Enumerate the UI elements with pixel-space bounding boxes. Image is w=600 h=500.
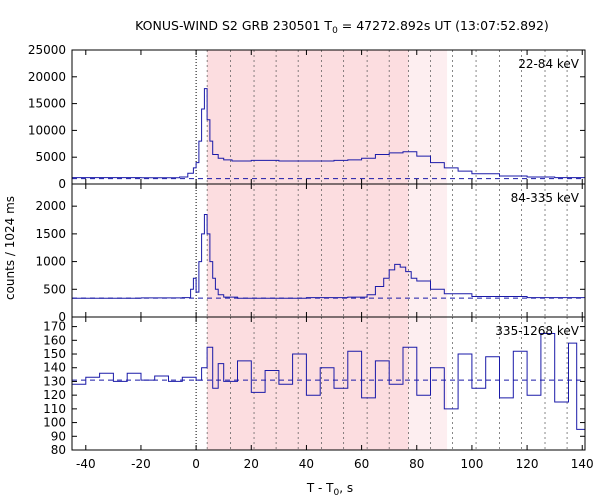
chart-title: KONUS-WIND S2 GRB 230501 T0 = 47272.892s…	[135, 18, 549, 36]
y-tick-label: 150	[43, 347, 66, 361]
x-tick-label: -40	[76, 457, 96, 471]
shaded-interval-light	[408, 50, 448, 184]
y-tick-label: 130	[43, 374, 66, 388]
light-curve-series	[72, 88, 586, 179]
shaded-interval-light	[408, 184, 448, 317]
x-tick-label: 0	[192, 457, 200, 471]
x-axis-label-rest: , s	[339, 481, 353, 495]
energy-band-label: 335-1268 keV	[495, 324, 579, 338]
y-tick-label: 1000	[35, 255, 66, 269]
x-axis-label: T - T0, s	[306, 481, 353, 498]
y-tick-label: 90	[51, 429, 66, 443]
y-tick-label: 25000	[28, 43, 66, 57]
y-tick-label: 2000	[35, 199, 66, 213]
x-tick-label: 120	[516, 457, 539, 471]
y-tick-label: 140	[43, 361, 66, 375]
y-tick-label: 160	[43, 333, 66, 347]
y-tick-label: 5000	[35, 150, 66, 164]
light-curve-series	[72, 333, 586, 430]
light-curve-series	[72, 214, 586, 299]
shaded-interval-main	[207, 50, 409, 184]
x-tick-label: 20	[244, 457, 259, 471]
x-tick-label: 40	[299, 457, 314, 471]
chart-title-rest: = 47272.892s UT (13:07:52.892)	[338, 18, 549, 33]
y-tick-label: 110	[43, 402, 66, 416]
energy-band-label: 22-84 keV	[518, 57, 580, 71]
y-tick-label: 100	[43, 416, 66, 430]
x-tick-label: -20	[131, 457, 151, 471]
shaded-interval-main	[207, 317, 409, 450]
y-tick-label: 80	[51, 443, 66, 457]
y-tick-label: 10000	[28, 123, 66, 137]
panel-1: 0 5000 10000 15000 20000 25000 22-84 keV	[28, 43, 586, 191]
energy-band-label: 84-335 keV	[511, 191, 580, 205]
x-tick-label: 140	[571, 457, 594, 471]
y-tick-label: 0	[58, 310, 66, 324]
x-tick-label: 60	[354, 457, 369, 471]
shaded-interval-light	[408, 317, 448, 450]
y-tick-label: 170	[43, 320, 66, 334]
chart-title-main: KONUS-WIND S2 GRB 230501 T	[135, 18, 332, 33]
x-tick-label: 100	[460, 457, 483, 471]
x-axis-label-main: T - T	[306, 481, 334, 495]
y-tick-label: 500	[43, 282, 66, 296]
x-axis-label-subscript: 0	[334, 488, 340, 498]
y-tick-label: 120	[43, 388, 66, 402]
y-axis-label: counts / 1024 ms	[3, 196, 17, 300]
y-tick-label: 1500	[35, 227, 66, 241]
y-tick-label: 0	[58, 177, 66, 191]
chart-title-subscript: 0	[332, 26, 338, 36]
panel-frame	[71, 316, 586, 451]
y-tick-label: 15000	[28, 97, 66, 111]
y-tick-label: 20000	[28, 70, 66, 84]
panel-2: 0 500 1000 1500 2000 84-335 keV	[35, 183, 586, 324]
x-tick-label: 80	[409, 457, 424, 471]
